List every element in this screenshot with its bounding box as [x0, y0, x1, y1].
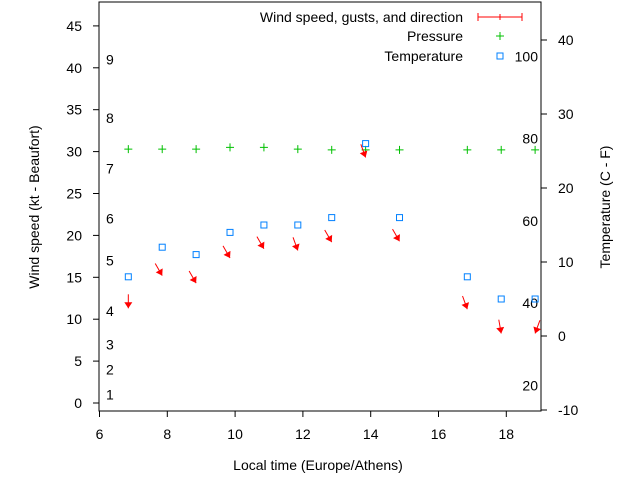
wind-arrow [154, 263, 163, 276]
wind-arrow [461, 295, 470, 310]
temperature-point [463, 273, 471, 281]
fahrenheit-label: 80 [522, 131, 538, 147]
wind-arrow [359, 144, 368, 158]
fahrenheit-label: 100 [515, 48, 539, 64]
x-tick-label: 14 [363, 426, 379, 442]
x-axis-label: Local time (Europe/Athens) [233, 457, 403, 473]
y-tick-label: 0 [74, 395, 82, 411]
temperature-point [497, 295, 505, 303]
y2-axis-label: Temperature (C - F) [597, 146, 613, 269]
beaufort-label: 2 [106, 361, 114, 377]
x-tick-label: 16 [431, 426, 447, 442]
wind-arrow [222, 245, 231, 259]
plot-border [98, 1, 542, 412]
temperature-point [294, 221, 302, 229]
pressure-point [293, 145, 302, 154]
y2-tick-label: -10 [558, 402, 578, 418]
y2-tick-label: 10 [558, 254, 574, 270]
y2-tick-label: 0 [558, 328, 566, 344]
wind-arrow [496, 319, 505, 334]
y-tick-label: 40 [66, 60, 82, 76]
beaufort-label: 6 [106, 211, 114, 227]
wind-arrow [292, 237, 300, 251]
y-tick-label: 25 [66, 186, 82, 202]
temperature-point [260, 221, 268, 229]
legend: Wind speed, gusts, and direction Pressur… [260, 9, 523, 64]
beaufort-label: 5 [106, 253, 114, 269]
pressure-point [463, 145, 472, 154]
y-tick-label: 30 [66, 144, 82, 160]
temperature-point [226, 228, 234, 236]
wind-arrow [392, 228, 400, 242]
y-axis-label: Wind speed (kt - Beaufort) [26, 125, 42, 288]
pressure-point [124, 145, 133, 154]
legend-label-pressure: Pressure [407, 28, 463, 44]
y-tick-label: 20 [66, 227, 82, 243]
beaufort-label: 8 [106, 110, 114, 126]
temperature-point [362, 140, 370, 148]
fahrenheit-label: 40 [522, 295, 538, 311]
legend-temperature-symbol [496, 52, 504, 60]
y2-tick-label: 30 [558, 106, 574, 122]
temperature-point [328, 214, 336, 222]
legend-label-wind: Wind speed, gusts, and direction [260, 9, 463, 25]
legend-wind-symbol [477, 13, 523, 21]
beaufort-label: 3 [106, 336, 114, 352]
y-tick-label: 35 [66, 102, 82, 118]
beaufort-label: 9 [106, 51, 114, 67]
beaufort-label: 7 [106, 160, 114, 176]
pressure-point [226, 143, 235, 152]
pressure-point [327, 145, 336, 154]
x-tick-label: 12 [295, 426, 311, 442]
temperature-point [531, 295, 539, 303]
wind-arrow [533, 320, 541, 334]
pressure-point [395, 145, 404, 154]
x-tick-label: 6 [96, 426, 104, 442]
fahrenheit-label: 20 [522, 377, 538, 393]
temperature-point [192, 251, 200, 259]
legend-pressure-symbol [496, 32, 504, 40]
wind-arrow [256, 236, 265, 250]
legend-label-temperature: Temperature [384, 48, 463, 64]
temperature-point [124, 273, 132, 281]
y-tick-label: 45 [66, 18, 82, 34]
pressure-point [259, 143, 268, 152]
wind-arrow [188, 270, 197, 284]
pressure-point [192, 145, 201, 154]
y-tick-label: 15 [66, 269, 82, 285]
y-tick-label: 10 [66, 311, 82, 327]
x-tick-label: 8 [163, 426, 171, 442]
fahrenheit-label: 60 [522, 213, 538, 229]
x-tick-label: 10 [227, 426, 243, 442]
temperature-point [158, 243, 166, 251]
y2-tick-label: 20 [558, 180, 574, 196]
wind-arrow [124, 294, 133, 309]
pressure-point [531, 145, 540, 154]
y-tick-label: 5 [74, 353, 82, 369]
pressure-point [497, 145, 506, 154]
y2-tick-label: 40 [558, 32, 574, 48]
beaufort-label: 1 [106, 387, 114, 403]
wind-arrow [324, 229, 333, 243]
x-tick-label: 18 [499, 426, 515, 442]
beaufort-label: 4 [106, 303, 114, 319]
pressure-point [158, 145, 167, 154]
temperature-point [396, 214, 404, 222]
